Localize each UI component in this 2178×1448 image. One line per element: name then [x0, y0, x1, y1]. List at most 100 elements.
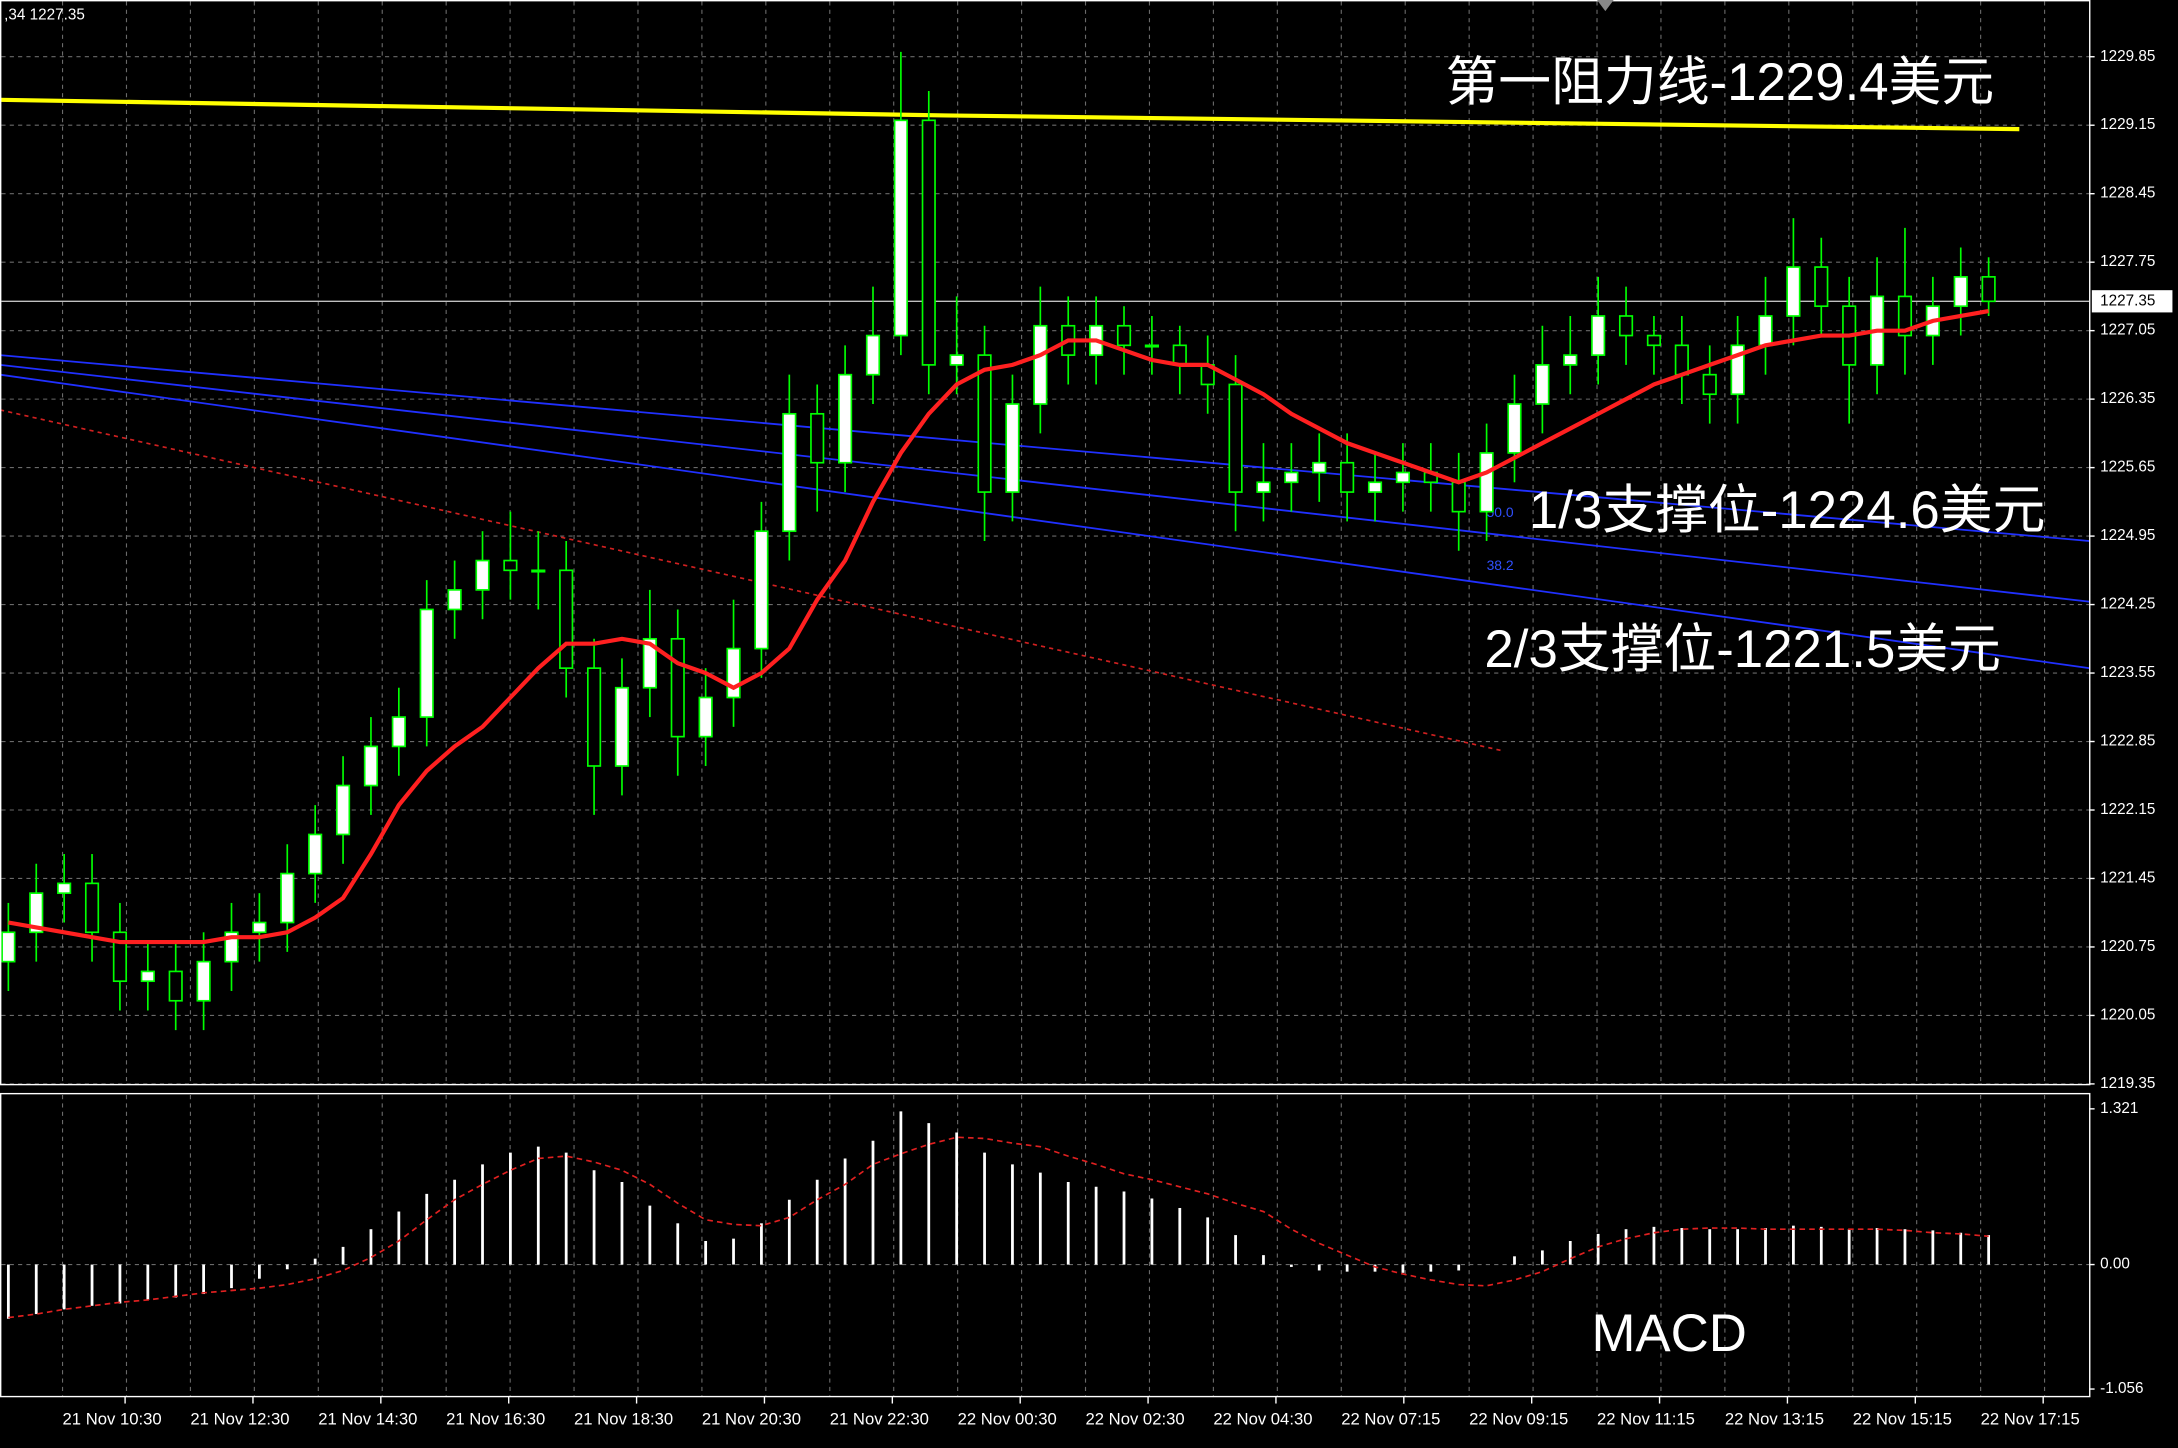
x-tick-label: 22 Nov 04:30: [1213, 1410, 1312, 1429]
y-tick-label: 1222.85: [2100, 733, 2155, 750]
candle-body: [1591, 315, 1606, 356]
candle-body: [838, 373, 853, 464]
x-tick-label: 22 Nov 17:15: [1981, 1410, 2080, 1429]
candle-body: [921, 119, 936, 366]
candle-body: [1535, 364, 1550, 405]
y-tick-label: 1219.35: [2100, 1075, 2155, 1092]
candle-body: [419, 608, 434, 718]
candle-body: [57, 882, 72, 894]
candle-body: [168, 970, 183, 1002]
y-tick-label: 0.00: [2100, 1256, 2130, 1273]
candle-body: [1702, 373, 1717, 396]
candle-body: [1758, 315, 1773, 347]
candle-body: [1953, 276, 1968, 308]
candle-body: [1646, 334, 1662, 347]
y-tick-label: 1229.15: [2100, 116, 2155, 133]
candle-body: [503, 559, 518, 572]
x-tick-label: 21 Nov 22:30: [830, 1410, 929, 1429]
annotation: 1/3支撑位-1224.6美元: [1529, 481, 2046, 540]
candle-body: [391, 716, 406, 748]
candle-body: [280, 872, 295, 924]
candle-body: [1, 931, 16, 963]
x-tick-label: 22 Nov 07:15: [1341, 1410, 1440, 1429]
y-tick-label: 1.321: [2100, 1100, 2138, 1117]
candle-body: [1507, 403, 1522, 454]
candle-body: [559, 569, 574, 669]
x-tick-label: 22 Nov 02:30: [1086, 1410, 1185, 1429]
candle-body: [1395, 471, 1411, 484]
last-price-box: [2091, 290, 2173, 313]
candle-body: [1312, 461, 1327, 474]
trendline: [0, 363, 2090, 603]
trendline: [0, 373, 2090, 670]
x-tick-label: 21 Nov 16:30: [446, 1410, 545, 1429]
y-tick-label: 1220.05: [2100, 1006, 2155, 1023]
y-tick-label: 1224.25: [2100, 596, 2155, 613]
candle-body: [335, 784, 351, 836]
annotation: 2/3支撑位-1221.5美元: [1484, 620, 2001, 679]
annotation: 第一阻力线-1229.4美元: [1446, 53, 1995, 112]
candle-body: [1618, 315, 1634, 337]
candle-body: [1786, 266, 1801, 317]
macd-panel-border: [0, 1092, 2091, 1398]
trendline: [0, 409, 1501, 752]
candle-body: [754, 530, 769, 650]
candle-body: [252, 921, 267, 934]
candle-body: [1033, 324, 1048, 405]
candle-body: [614, 686, 630, 767]
candle-body: [196, 960, 211, 1002]
y-tick-label: 1228.45: [2100, 185, 2155, 202]
candle-body: [586, 667, 602, 767]
moving-average: [8, 309, 1989, 945]
y-tick-label: 1227.75: [2100, 253, 2155, 270]
header: ,34 1227.35: [4, 6, 85, 23]
candle-body: [810, 412, 825, 464]
candle-body: [698, 696, 713, 738]
plot: 50.038.2: [0, 51, 2090, 1319]
candle-body: [84, 882, 100, 934]
candle-body: [1144, 344, 1159, 348]
candle-body: [308, 833, 323, 875]
candle-body: [1897, 295, 1913, 337]
candle-body: [1563, 354, 1578, 366]
y-tick-label: 1223.55: [2100, 664, 2155, 681]
signal-line: [8, 1136, 1989, 1319]
macd-title: MACD: [1591, 1304, 1746, 1363]
x-tick-label: 21 Nov 12:30: [190, 1410, 289, 1429]
candle-body: [1367, 481, 1383, 493]
candle-body: [865, 334, 881, 376]
x-tick-label: 21 Nov 10:30: [63, 1410, 162, 1429]
candle-body: [726, 647, 741, 699]
candle-body: [447, 589, 462, 611]
candle-body: [1172, 344, 1187, 366]
candle-body: [1981, 276, 1996, 303]
y-tick-label: 1227.05: [2100, 322, 2155, 339]
candle-body: [1814, 266, 1829, 308]
candle-body: [1284, 471, 1299, 484]
y-tick-label: 1220.75: [2100, 938, 2155, 955]
candle-body: [1256, 481, 1271, 493]
candle-body: [1674, 344, 1689, 376]
y-tick-label: 1221.45: [2100, 870, 2155, 887]
y-tick-label: 1226.35: [2100, 390, 2155, 407]
x-tick-label: 22 Nov 11:15: [1597, 1410, 1695, 1429]
scroll-marker: [1597, 0, 1614, 12]
x-tick-label: 22 Nov 15:15: [1853, 1410, 1952, 1429]
y-tick-label: 1225.65: [2100, 459, 2155, 476]
x-tick-label: 22 Nov 00:30: [958, 1410, 1057, 1429]
x-tick-label: 22 Nov 13:15: [1725, 1410, 1824, 1429]
candle-body: [112, 931, 128, 983]
x-tick-label: 21 Nov 18:30: [574, 1410, 673, 1429]
candle-body: [475, 559, 490, 591]
main-panel-border: [0, 0, 2091, 1086]
x-tick-label: 21 Nov 14:30: [318, 1410, 417, 1429]
candle-body: [140, 970, 155, 983]
y-tick-label: 1224.95: [2100, 527, 2155, 544]
x-tick-label: 22 Nov 09:15: [1469, 1410, 1568, 1429]
fib-label: 38.2: [1487, 557, 1514, 573]
candle-body: [29, 892, 44, 934]
candle-body: [949, 354, 964, 366]
candle-body: [782, 412, 797, 533]
